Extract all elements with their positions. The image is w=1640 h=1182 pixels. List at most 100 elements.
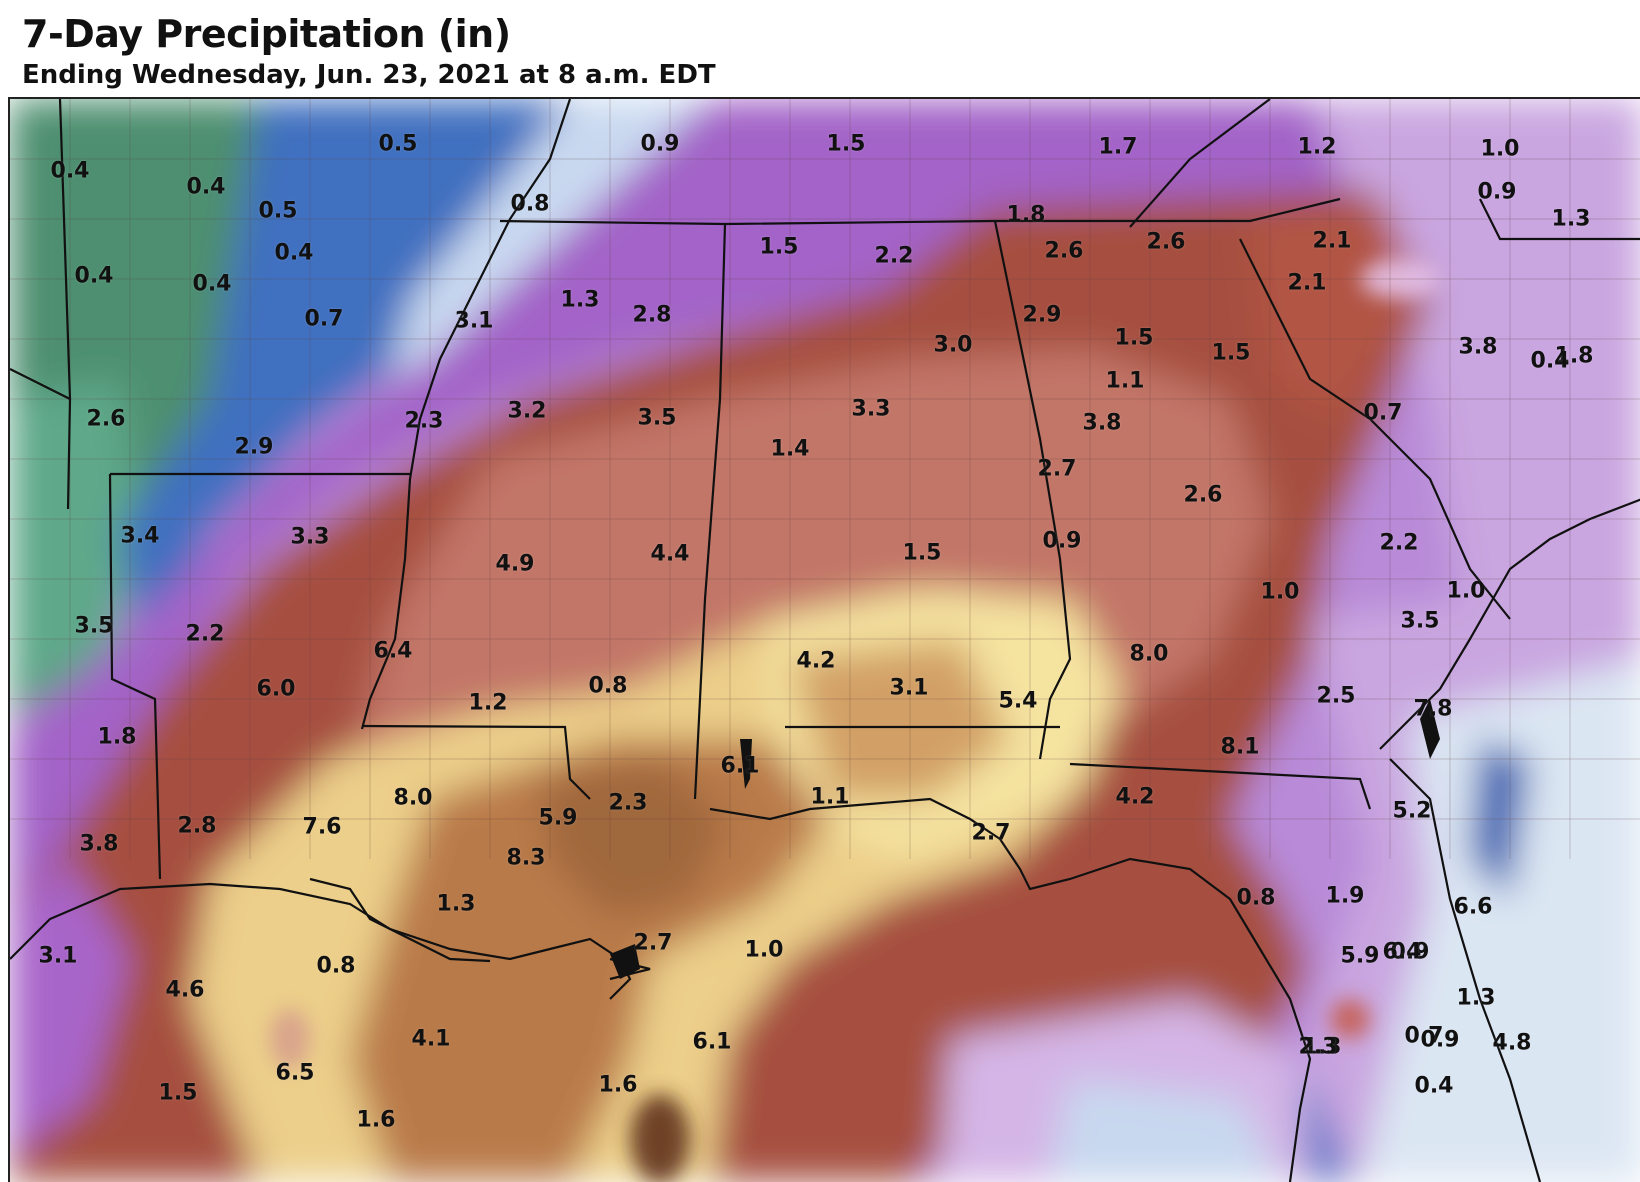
map-title: 7-Day Precipitation (in) (22, 12, 511, 56)
county-lines (10, 99, 1640, 859)
precip-value-label: 5.4 (998, 688, 1038, 714)
precip-value-label: 2.6 (1044, 238, 1084, 264)
precipitation-map-canvas (10, 99, 1640, 1182)
precip-value-label: 2.3 (1298, 1034, 1338, 1060)
precip-value-label: 1.9 (1325, 883, 1365, 909)
precip-value-label: 0.4 (50, 158, 90, 184)
precip-value-label: 8.0 (393, 785, 433, 811)
precip-value-label: 1.6 (598, 1072, 638, 1098)
precip-value-label: 0.9 (640, 131, 680, 157)
precip-value-label: 0.4 (192, 271, 232, 297)
precip-value-label: 2.7 (633, 930, 673, 956)
precip-value-label: 0.7 (1363, 400, 1403, 426)
precip-value-label: 3.2 (507, 398, 547, 424)
precip-value-label: 1.5 (902, 540, 942, 566)
precip-value-label: 0.5 (378, 131, 418, 157)
precip-value-label: 1.8 (1554, 343, 1594, 369)
precip-value-label: 3.4 (120, 523, 160, 549)
precip-value-label: 2.6 (1146, 229, 1186, 255)
precip-value-label: 1.4 (770, 436, 810, 462)
water-features (610, 699, 1440, 979)
precip-value-label: 4.8 (1492, 1030, 1532, 1056)
precip-value-label: 3.5 (74, 613, 114, 639)
precip-value-label: 2.1 (1287, 270, 1327, 296)
precip-value-label: 0.8 (588, 673, 628, 699)
precip-value-label: 0.9 (1420, 1027, 1460, 1053)
precip-value-label: 0.9 (1477, 179, 1517, 205)
precip-value-label: 0.9 (1390, 939, 1430, 965)
precip-value-label: 1.7 (1098, 134, 1138, 160)
precip-value-label: 1.0 (1446, 578, 1486, 604)
precip-value-label: 6.0 (256, 676, 296, 702)
precip-value-label: 2.6 (1183, 482, 1223, 508)
precip-value-label: 0.4 (274, 240, 314, 266)
precip-value-label: 6.1 (720, 753, 760, 779)
precip-value-label: 1.8 (1006, 202, 1046, 228)
precip-value-label: 3.1 (38, 943, 78, 969)
precip-value-label: 1.1 (810, 784, 850, 810)
precip-value-label: 3.8 (1458, 334, 1498, 360)
precip-value-label: 2.5 (1316, 683, 1356, 709)
precip-value-label: 1.0 (1260, 579, 1300, 605)
precip-value-label: 1.2 (1297, 134, 1337, 160)
precip-value-label: 6.1 (692, 1029, 732, 1055)
precip-value-label: 8.3 (506, 845, 546, 871)
precip-value-label: 1.5 (826, 131, 866, 157)
precip-value-label: 2.7 (1037, 456, 1077, 482)
precip-value-label: 0.4 (74, 263, 114, 289)
precip-value-label: 1.5 (158, 1080, 198, 1106)
precip-value-label: 1.5 (1114, 325, 1154, 351)
state-borders (10, 99, 1640, 1182)
precip-value-label: 4.9 (495, 551, 535, 577)
precip-value-label: 4.4 (650, 541, 690, 567)
precip-value-label: 4.1 (411, 1026, 451, 1052)
precip-value-label: 2.1 (1312, 228, 1352, 254)
precip-value-label: 8.0 (1129, 641, 1169, 667)
precip-value-label: 8.1 (1220, 734, 1260, 760)
precip-value-label: 1.3 (1551, 206, 1591, 232)
precip-value-label: 2.7 (971, 820, 1011, 846)
precip-value-label: 0.8 (316, 953, 356, 979)
precip-value-label: 1.2 (468, 690, 508, 716)
precip-value-label: 1.1 (1105, 368, 1145, 394)
precip-value-label: 2.2 (874, 243, 914, 269)
precip-value-label: 0.7 (1404, 1023, 1444, 1049)
precip-value-label: 2.6 (86, 406, 126, 432)
precip-value-label: 6.5 (275, 1060, 315, 1086)
precip-value-label: 3.5 (637, 405, 677, 431)
precip-value-label: 1.3 (560, 287, 600, 313)
precip-value-label: 2.3 (404, 408, 444, 434)
precip-value-label: 2.8 (632, 302, 672, 328)
precip-value-label: 0.7 (304, 306, 344, 332)
precip-value-label: 3.5 (1400, 608, 1440, 634)
precip-value-label: 2.2 (185, 621, 225, 647)
precip-value-label: 1.5 (1211, 340, 1251, 366)
precip-value-label: 5.9 (538, 805, 578, 831)
precip-value-label: 4.6 (165, 977, 205, 1003)
map-subtitle: Ending Wednesday, Jun. 23, 2021 at 8 a.m… (22, 60, 716, 90)
precip-value-label: 0.4 (1530, 348, 1570, 374)
precip-value-label: 2.8 (177, 813, 217, 839)
precip-value-label: 6.4 (1382, 939, 1422, 965)
precip-value-label: 7.6 (302, 814, 342, 840)
precip-value-label: 2.2 (1379, 530, 1419, 556)
precip-value-label: 6.4 (373, 638, 413, 664)
precip-value-label: 2.3 (608, 790, 648, 816)
precip-value-label: 3.3 (851, 396, 891, 422)
precip-value-label: 1.6 (356, 1107, 396, 1133)
precip-value-label: 1.3 (436, 891, 476, 917)
precip-value-label: 0.9 (1042, 528, 1082, 554)
precip-value-label: 3.1 (889, 675, 929, 701)
precip-value-label: 1.0 (744, 937, 784, 963)
precip-value-label: 3.8 (1082, 410, 1122, 436)
precip-value-label: 7.8 (1413, 696, 1453, 722)
precip-value-label: 5.2 (1392, 798, 1432, 824)
precip-value-label: 0.8 (1236, 885, 1276, 911)
precip-value-label: 1.3 (1302, 1034, 1342, 1060)
precip-value-label: 5.9 (1340, 943, 1380, 969)
precip-value-label: 0.4 (1414, 1073, 1454, 1099)
precip-value-label: 3.8 (79, 831, 119, 857)
precip-value-label: 1.8 (97, 724, 137, 750)
precip-value-label: 1.0 (1480, 136, 1520, 162)
precip-value-label: 0.5 (258, 198, 298, 224)
